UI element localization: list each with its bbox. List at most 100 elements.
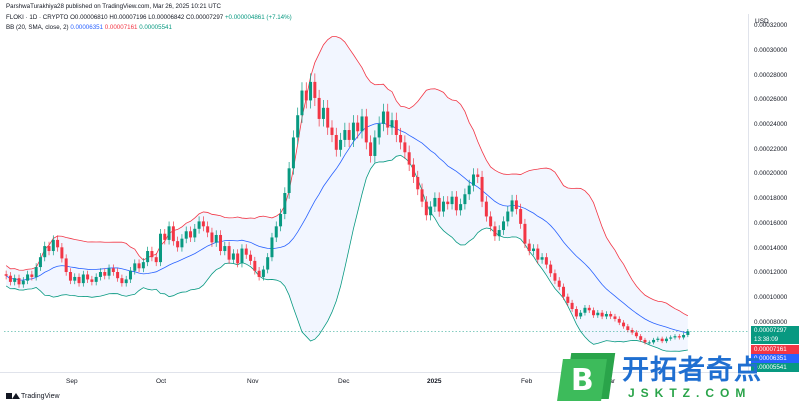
candle[interactable] [17,274,21,288]
candle[interactable] [403,135,407,159]
candle[interactable] [399,127,403,150]
candle[interactable] [60,242,64,263]
candle[interactable] [73,273,77,285]
candle[interactable] [626,323,630,333]
candle[interactable] [287,161,291,199]
candle[interactable] [197,216,201,234]
candle[interactable] [656,336,660,342]
candle[interactable] [257,267,261,281]
candle[interactable] [596,310,600,318]
candle[interactable] [30,270,34,281]
candle[interactable] [677,334,681,340]
candle[interactable] [146,246,150,267]
candle[interactable] [274,221,278,243]
candle[interactable] [210,227,214,247]
candle[interactable] [682,332,686,340]
candle[interactable] [236,249,240,268]
candle[interactable] [652,337,656,345]
candle[interactable] [609,311,613,320]
candle[interactable] [176,236,180,252]
candle[interactable] [356,115,360,139]
candle[interactable] [206,221,210,238]
candle[interactable] [553,269,557,285]
candle[interactable] [579,310,583,320]
candle[interactable] [566,293,570,306]
symbol-label[interactable]: FLOKI · 1D · CRYPTO [6,14,69,21]
candle[interactable] [540,253,544,264]
candle[interactable] [317,89,321,127]
candle[interactable] [253,256,257,275]
candle[interactable] [381,103,385,132]
candle[interactable] [321,99,325,127]
candle[interactable] [4,270,8,280]
candle[interactable] [441,196,445,217]
candle[interactable] [193,223,197,243]
candle[interactable] [300,82,304,123]
candle[interactable] [562,283,566,300]
candle[interactable] [527,239,531,256]
candle[interactable] [420,183,424,208]
candle[interactable] [394,112,398,143]
candle[interactable] [51,235,55,256]
candle[interactable] [227,241,231,264]
candle[interactable] [171,221,175,246]
candle[interactable] [56,235,60,252]
candle[interactable] [600,310,604,320]
candle[interactable] [240,244,244,268]
candle[interactable] [604,311,608,320]
candle[interactable] [446,196,450,210]
candle[interactable] [77,273,81,287]
candle[interactable] [433,192,437,212]
candle[interactable] [454,191,458,216]
candle[interactable] [364,108,368,150]
candle[interactable] [137,259,141,273]
candle[interactable] [570,299,574,312]
candle[interactable] [411,158,415,184]
candle[interactable] [283,187,287,220]
candle[interactable] [201,216,205,232]
candle[interactable] [180,234,184,252]
candle[interactable] [510,194,514,217]
candle[interactable] [634,330,638,339]
candle[interactable] [154,253,158,267]
candle[interactable] [407,145,411,172]
candle[interactable] [664,336,668,344]
candle[interactable] [343,122,347,147]
price-chart[interactable] [0,0,748,372]
candle[interactable] [480,170,484,208]
candle[interactable] [339,132,343,157]
candle[interactable] [592,307,596,318]
candle[interactable] [47,241,51,256]
candle[interactable] [416,170,420,196]
candle[interactable] [133,259,137,275]
candle[interactable] [326,99,330,135]
candle[interactable] [429,201,433,221]
candle[interactable] [519,203,523,229]
candle[interactable] [630,327,634,335]
candle[interactable] [476,168,480,184]
candle[interactable] [81,270,85,287]
candle[interactable] [373,130,377,163]
candle[interactable] [506,206,510,227]
candle[interactable] [467,179,471,200]
candle[interactable] [279,208,283,232]
candle[interactable] [330,120,334,143]
candle[interactable] [514,194,518,215]
candle[interactable] [497,225,501,241]
candle[interactable] [26,270,30,285]
candle[interactable] [291,130,295,175]
candle[interactable] [296,107,300,145]
candle[interactable] [549,260,553,277]
candle[interactable] [116,268,120,282]
candle[interactable] [334,127,338,157]
candle[interactable] [64,254,68,276]
candle[interactable] [536,244,540,264]
candle[interactable] [587,304,591,314]
candle[interactable] [613,313,617,322]
candle[interactable] [390,112,394,135]
candle[interactable] [309,73,313,109]
candle[interactable] [583,304,587,316]
candle[interactable] [501,216,505,235]
candle[interactable] [189,226,193,243]
candle[interactable] [622,320,626,329]
